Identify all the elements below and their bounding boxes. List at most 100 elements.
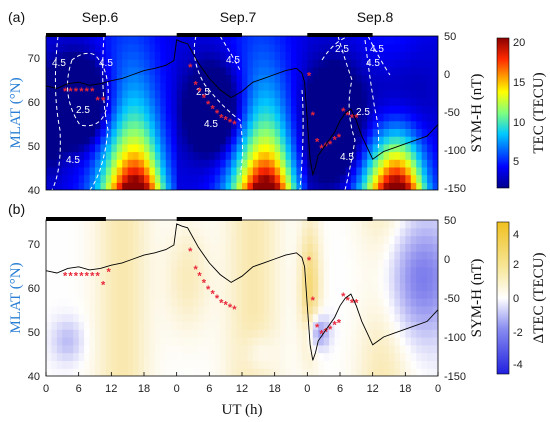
heatmap-cell [372,113,379,122]
heatmap-cell [154,352,161,361]
heatmap-cell [274,105,281,114]
heatmap-cell [187,368,194,376]
heatmap-cell [383,251,390,260]
heatmap-cell [274,59,281,68]
heatmap-cell [203,166,210,176]
heatmap-cell [133,36,140,45]
heatmap-cell [291,51,298,60]
heatmap-cell [340,128,347,137]
heatmap-cell [95,227,102,237]
heatmap-cell [187,227,194,237]
heatmap-cell [236,360,243,369]
heatmap-cell [263,360,270,369]
heatmap-cell [350,305,357,315]
trough-marker: * [79,86,84,98]
heatmap-cell [84,298,91,307]
heatmap-cell [318,182,325,190]
heatmap-cell [62,43,69,52]
heatmap-cell [225,298,232,307]
trough-marker: * [328,324,333,336]
heatmap-cell [263,151,270,160]
heatmap-cell [160,105,167,114]
heatmap-cell [89,298,96,307]
heatmap-cell [187,290,194,299]
heatmap-cell [67,251,74,260]
heatmap-cell [176,266,183,276]
heatmap-cell [160,305,167,315]
heatmap-cell [356,113,363,122]
heatmap-cell [220,251,227,260]
heatmap-cell [372,352,379,361]
heatmap-cell [46,329,53,338]
heatmap-cell [285,105,292,114]
heatmap-cell [285,136,292,145]
heatmap-cell [160,329,167,338]
heatmap-cell [225,251,232,260]
svg-text:-4: -4 [513,359,523,371]
heatmap-cell [144,36,151,45]
svg-text:15: 15 [513,77,525,89]
heatmap-cell [95,360,102,369]
heatmap-cell [350,235,357,244]
heatmap-cell [350,51,357,60]
heatmap-cell [51,105,58,114]
heatmap-cell [198,337,205,346]
heatmap-cell [78,143,85,153]
trough-marker: * [341,291,346,303]
heatmap-cell [307,337,314,346]
heatmap-cell [399,151,406,160]
heatmap-cell [78,352,85,361]
heatmap-cell [51,143,58,153]
heatmap-cell [154,298,161,307]
heatmap-cell [350,128,357,137]
heatmap-cell [280,128,287,137]
heatmap-cell [252,360,259,369]
heatmap-cell [51,74,58,83]
heatmap-cell [111,82,118,91]
heatmap-cell [51,113,58,122]
right-ylabel-a: SYM-H (nT) [469,74,485,153]
heatmap-cell [171,282,178,291]
heatmap-cell [296,329,303,338]
svg-text:40: 40 [28,371,40,383]
heatmap-cell [421,227,428,237]
heatmap-cell [356,298,363,307]
heatmap-cell [394,251,401,260]
heatmap-cell [220,74,227,83]
heatmap-cell [285,243,292,252]
heatmap-cell [193,182,200,190]
heatmap-cell [252,120,259,129]
heatmap-cell [367,329,374,338]
heatmap-cell [247,97,254,106]
heatmap-cell [427,43,434,52]
heatmap-cell [367,337,374,346]
heatmap-cell [127,128,134,137]
heatmap-cell [312,243,319,252]
heatmap-cell [247,120,254,129]
heatmap-cell [312,82,319,91]
heatmap-cell [209,66,216,76]
trough-marker: * [328,139,333,151]
heatmap-cell [340,337,347,346]
heatmap-cell [340,313,347,322]
heatmap-cell [73,305,80,315]
trough-marker: * [63,271,68,283]
heatmap-cell [67,243,74,252]
heatmap-cell [361,143,368,153]
heatmap-cell [252,66,259,76]
heatmap-cell [383,143,390,153]
heatmap-cell [62,344,69,354]
heatmap-cell [182,166,189,176]
heatmap-cell [171,36,178,45]
heatmap-cell [247,74,254,83]
colorbar-label-a: TEC (TECU) [531,72,547,153]
heatmap-cell [220,182,227,190]
heatmap-cell [231,321,238,330]
svg-text:4.5: 4.5 [99,58,113,69]
heatmap-cell [160,89,167,99]
colorbar-label-b: ΔTEC (TECU) [531,253,547,344]
heatmap-cell [318,243,325,252]
heatmap-cell [399,182,406,190]
heatmap-cell [291,182,298,190]
heatmap-cell [432,182,438,190]
